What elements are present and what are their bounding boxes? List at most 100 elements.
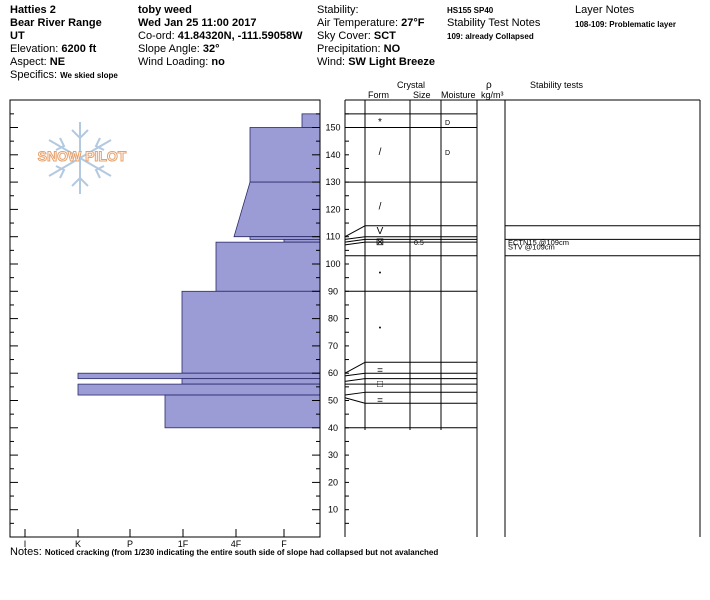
layer-grid — [344, 113, 477, 429]
layer-notes-label: Layer Notes — [575, 4, 635, 16]
connector-0 — [344, 225, 366, 238]
precip: NO — [383, 43, 401, 55]
wind-loading: no — [211, 56, 225, 68]
connector-9 — [344, 397, 366, 404]
coord-row: Co-ord: 41.84320N, -111.59058W — [138, 30, 303, 42]
slope-row: Slope Angle: 32° — [138, 43, 220, 55]
height-label-10: 10 — [328, 505, 338, 515]
height-label-30: 30 — [328, 450, 338, 460]
layer-2 — [233, 181, 321, 238]
layer-5 — [215, 241, 321, 292]
hs-sp: HS155 SP40 — [447, 6, 494, 15]
range: Bear River Range — [10, 17, 102, 29]
height-label-40: 40 — [328, 423, 338, 433]
state: UT — [10, 30, 25, 42]
hardness-label-F: F — [281, 539, 287, 549]
height-label-130: 130 — [325, 177, 340, 187]
slope: 32° — [202, 43, 220, 55]
crystal-form-5: • — [379, 270, 382, 277]
connector-2 — [344, 238, 366, 243]
layer-6 — [181, 290, 321, 374]
height-label-100: 100 — [325, 259, 340, 269]
connector-6 — [344, 378, 366, 382]
crystal-moisture-0: D — [445, 120, 450, 127]
header-weather: Stability: Air Temperature: 27°F Sky Cov… — [317, 4, 435, 69]
crystal-form-6: • — [379, 325, 382, 332]
specifics-row: Specifics: We skied slope — [10, 69, 118, 81]
layer-3 — [249, 236, 321, 240]
coord: 41.84320N, -111.59058W — [177, 30, 303, 42]
connector-5 — [344, 372, 366, 377]
height-label-20: 20 — [328, 477, 338, 487]
header-layer-notes: Layer Notes 108-109: Problematic layer — [575, 4, 676, 31]
elevation-row: Elevation: 6200 ft — [10, 43, 97, 55]
height-label-90: 90 — [328, 286, 338, 296]
hardness-layers — [77, 113, 321, 429]
col-size: Size — [413, 90, 431, 100]
connector-4 — [344, 361, 366, 374]
stability-label: Stability: — [317, 4, 359, 16]
header-stability-notes: HS155 SP40 Stability Test Notes 109: alr… — [447, 4, 540, 43]
height-label-140: 140 — [325, 150, 340, 160]
stability-notes-label: Stability Test Notes — [447, 17, 541, 29]
snowflake-icon — [48, 122, 112, 194]
sky: SCT — [373, 30, 396, 42]
notes-row: Notes: Noticed cracking (from 1/230 indi… — [10, 546, 438, 558]
layer-9 — [77, 383, 321, 396]
observer: toby weed — [138, 4, 192, 16]
hardness-axis: I K P 1F 4F F — [24, 529, 287, 549]
crystal-symbols: * D / D / V⊠ 0.5 • • = □ = — [376, 117, 450, 406]
crystal-size-4: 0.5 — [414, 240, 424, 247]
wind-loading-row: Wind Loading: no — [138, 56, 225, 68]
height-label-50: 50 — [328, 396, 338, 406]
air-temp-row: Air Temperature: 27°F — [317, 17, 425, 29]
crystal-moisture-1: D — [445, 150, 450, 157]
header-left: Hatties 2 Bear River Range UT Elevation:… — [10, 4, 118, 82]
crystal-form-3: V — [377, 226, 384, 237]
hardness-label-I: I — [24, 539, 27, 549]
stability-test-0: ECTN15 @109cm — [508, 238, 569, 247]
aspect-row: Aspect: NE — [10, 56, 66, 68]
precip-row: Precipitation: NO — [317, 43, 401, 55]
crystal-form-2: / — [379, 202, 382, 213]
height-label-70: 70 — [328, 341, 338, 351]
stability-test-1: STV @109cm — [508, 242, 555, 251]
datetime: Wed Jan 25 11:00 2017 — [138, 17, 257, 29]
header-mid: toby weed Wed Jan 25 11:00 2017 Co-ord: … — [138, 4, 303, 69]
height-label-120: 120 — [325, 204, 340, 214]
notes-label: Notes: — [10, 546, 42, 558]
sky-row: Sky Cover: SCT — [317, 30, 396, 42]
layer-10 — [164, 394, 321, 429]
col-stability-tests: Stability tests — [530, 80, 584, 90]
layer-7 — [77, 372, 321, 380]
connector-1 — [344, 236, 366, 240]
elevation: 6200 ft — [61, 43, 97, 55]
layer-4 — [283, 239, 321, 243]
crystal-form-1: / — [379, 147, 382, 158]
col-density-unit: kg/m³ — [481, 90, 504, 100]
height-label-80: 80 — [328, 314, 338, 324]
stability-note: 109: already Collapsed — [447, 32, 534, 41]
hardness-label-4F: 4F — [231, 539, 242, 549]
connector-8 — [344, 391, 366, 396]
crystal-form-7: = — [377, 365, 383, 376]
col-moisture: Moisture — [441, 90, 476, 100]
connector-3 — [344, 241, 366, 246]
hardness-label-1F: 1F — [178, 539, 189, 549]
col-crystal: Crystal — [397, 80, 425, 90]
hardness-label-K: K — [75, 539, 81, 549]
air-temp: 27°F — [401, 17, 425, 29]
wind: SW Light Breeze — [348, 56, 435, 68]
logo-text: SNOW PILOT — [38, 148, 127, 164]
col-form: Form — [368, 90, 389, 100]
layer-8 — [181, 378, 321, 385]
chart-frame — [9, 99, 701, 538]
height-label-150: 150 — [325, 123, 340, 133]
specifics: We skied slope — [60, 71, 118, 80]
height-label-110: 110 — [326, 232, 340, 242]
aspect: NE — [49, 56, 66, 68]
crystal-form-8: □ — [377, 379, 383, 390]
layer-1 — [249, 127, 321, 183]
